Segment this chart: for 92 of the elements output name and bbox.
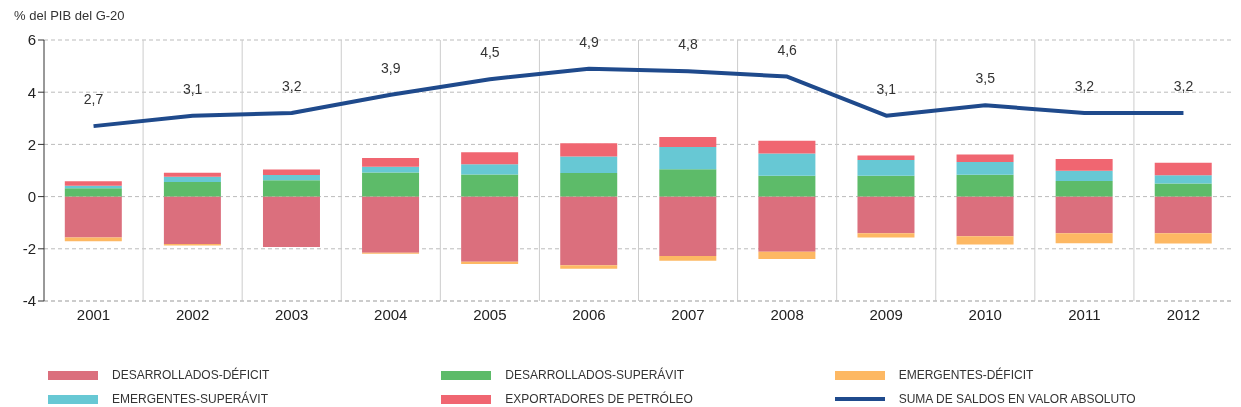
bar: [163, 176, 221, 182]
bar: [1055, 196, 1113, 234]
bar: [262, 174, 320, 181]
bar: [1154, 196, 1212, 234]
x-tick-label: 2003: [275, 305, 309, 323]
bar: [659, 196, 717, 257]
data-label: 2,7: [83, 91, 104, 108]
legend-label: EXPORTADORES DE PETRÓLEO: [505, 392, 693, 406]
data-label: 3,5: [975, 70, 996, 87]
legend-label: DESARROLLADOS-SUPERÁVIT: [505, 368, 685, 382]
bar: [461, 196, 519, 262]
y-axis-title: % del PIB del G-20: [14, 8, 126, 25]
data-label: 4,5: [480, 44, 500, 61]
data-label: 3,1: [876, 80, 897, 97]
bar: [560, 156, 618, 174]
bar: [659, 169, 717, 197]
data-label: 3,2: [1173, 78, 1194, 95]
legend-label: DESARROLLADOS-DÉFICIT: [112, 368, 270, 382]
y-tick-label: -4: [22, 292, 36, 310]
data-label: 3,2: [281, 78, 302, 95]
bar: [857, 160, 915, 176]
bar: [956, 154, 1014, 162]
bar: [857, 155, 915, 161]
bar: [1154, 175, 1212, 184]
x-tick-label: 2001: [76, 305, 111, 323]
legend-label: SUMA DE SALDOS EN VALOR ABSOLUTO: [898, 392, 1136, 406]
bar: [163, 196, 221, 245]
bar: [560, 196, 618, 266]
bar: [758, 153, 816, 176]
x-tick-label: 2005: [473, 305, 507, 323]
bar: [461, 152, 519, 165]
x-tick-label: 2002: [175, 305, 210, 323]
bar: [163, 181, 221, 197]
y-tick-label: 6: [27, 31, 36, 49]
y-tick-label: 4: [27, 83, 36, 101]
data-label: 4,8: [678, 36, 698, 53]
bar: [262, 169, 320, 175]
bar: [956, 174, 1014, 197]
bar: [1055, 180, 1113, 197]
bar: [857, 233, 915, 238]
bar: [1055, 170, 1113, 181]
x-tick-label: 2008: [770, 305, 804, 323]
data-label: 3,1: [182, 80, 203, 97]
bar: [560, 265, 618, 269]
bar: [362, 157, 420, 167]
x-tick-label: 2004: [374, 305, 408, 323]
bar: [956, 236, 1014, 245]
bar: [956, 161, 1014, 175]
bar: [1154, 183, 1212, 197]
bar: [1154, 233, 1212, 244]
bar: [64, 196, 122, 238]
bar: [1055, 233, 1113, 244]
x-tick-label: 2012: [1166, 305, 1201, 323]
bar: [758, 140, 816, 154]
bar: [956, 196, 1014, 237]
bar: [758, 196, 816, 252]
bar: [1055, 159, 1113, 171]
bar: [857, 196, 915, 234]
bar: [461, 164, 519, 175]
legend-label: EMERGENTES-DÉFICIT: [898, 368, 1034, 382]
bar: [262, 180, 320, 197]
bar: [560, 143, 618, 157]
data-label: 3,9: [381, 59, 401, 76]
bar: [362, 196, 420, 253]
bar: [64, 188, 122, 197]
bar: [758, 251, 816, 259]
x-tick-label: 2006: [572, 305, 606, 323]
data-label: 4,6: [777, 41, 798, 58]
data-label: 3,2: [1074, 78, 1095, 95]
x-tick-label: 2009: [869, 305, 903, 323]
y-tick-label: 0: [27, 187, 36, 205]
data-label: 4,9: [579, 33, 599, 50]
bar: [362, 166, 420, 173]
y-tick-label: -2: [22, 240, 36, 258]
bar: [461, 261, 519, 264]
x-tick-label: 2007: [671, 305, 705, 323]
bar: [659, 137, 717, 148]
bar: [64, 181, 122, 186]
y-tick-label: 2: [27, 135, 36, 153]
bar: [659, 147, 717, 170]
bar: [560, 173, 618, 197]
bar: [362, 172, 420, 197]
bar: [163, 172, 221, 177]
bar: [461, 174, 519, 197]
bar: [659, 256, 717, 261]
bar: [1154, 162, 1212, 176]
legend-label: EMERGENTES-SUPERÁVIT: [112, 392, 269, 406]
bar: [262, 196, 320, 247]
x-tick-label: 2011: [1068, 305, 1101, 323]
bar: [758, 175, 816, 197]
bar: [857, 175, 915, 197]
x-tick-label: 2010: [968, 305, 1002, 323]
